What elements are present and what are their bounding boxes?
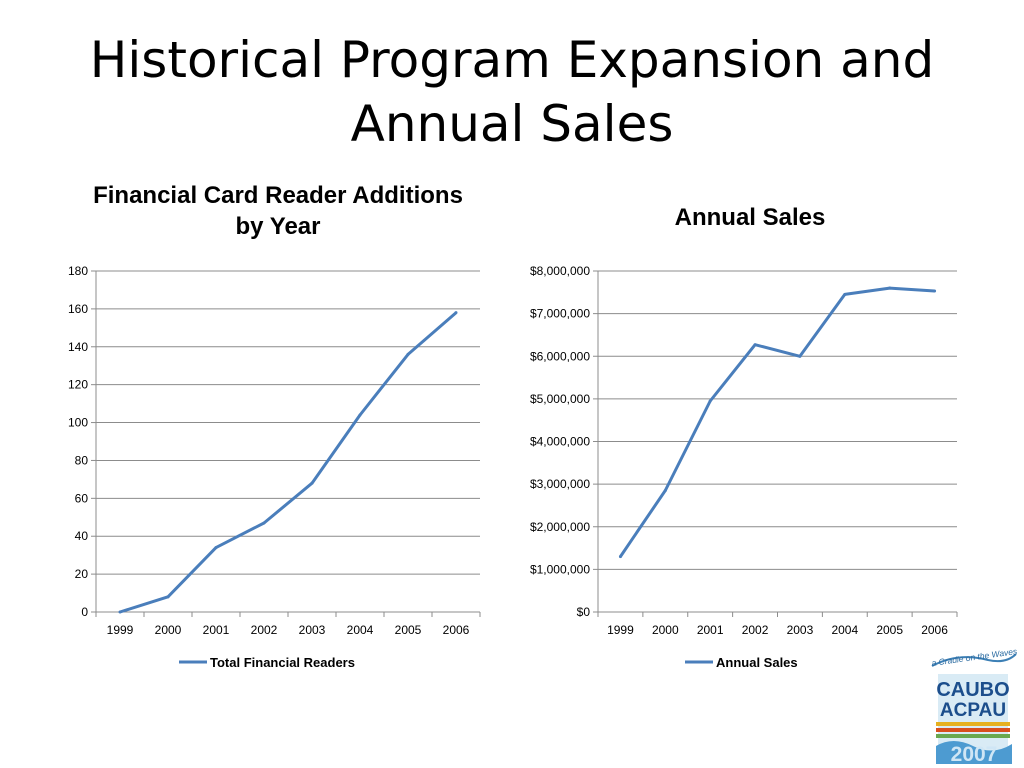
data-point — [358, 413, 362, 417]
chart-title-card-readers-line1: Financial Card Reader Additions — [93, 182, 463, 209]
x-tick-label: 2000 — [155, 623, 182, 637]
y-tick-label: 80 — [75, 453, 89, 467]
x-tick-label: 2005 — [395, 623, 422, 637]
data-point — [214, 546, 218, 550]
data-point — [262, 521, 266, 525]
x-tick-label: 2003 — [787, 623, 814, 637]
logo-text-caubo: CAUBO — [936, 679, 1009, 701]
x-tick-label: 1999 — [107, 623, 134, 637]
caubo-acpau-logo: a Cradle on the Waves CAUBO ACPAU 2007 — [931, 646, 1019, 764]
data-point — [406, 352, 410, 356]
data-point — [798, 354, 802, 358]
data-point — [753, 343, 757, 347]
logo-stripe-green — [936, 734, 1010, 738]
x-tick-label: 2006 — [921, 623, 948, 637]
data-point — [166, 595, 170, 599]
data-point — [843, 292, 847, 296]
data-point — [454, 311, 458, 315]
y-tick-label: $3,000,000 — [530, 477, 590, 491]
y-tick-label: 180 — [68, 264, 88, 278]
slide-title-line2: Annual Sales — [350, 95, 674, 153]
y-tick-label: $7,000,000 — [530, 307, 590, 321]
legend-label: Annual Sales — [716, 655, 798, 670]
chart-title-annual-sales: Annual Sales — [674, 204, 826, 231]
y-tick-label: 100 — [68, 416, 88, 430]
x-tick-label: 2006 — [443, 623, 470, 637]
logo-stripe-yellow — [936, 722, 1010, 726]
y-tick-label: $6,000,000 — [530, 349, 590, 363]
y-tick-label: $1,000,000 — [530, 562, 590, 576]
y-tick-label: 60 — [75, 491, 89, 505]
logo-stripe-orange — [936, 728, 1010, 732]
x-tick-label: 2004 — [347, 623, 374, 637]
y-tick-label: 40 — [75, 529, 89, 543]
logo-wave-line — [931, 653, 1017, 667]
series-line — [119, 311, 457, 614]
x-tick-label: 2002 — [742, 623, 769, 637]
x-tick-label: 2004 — [831, 623, 858, 637]
y-tick-label: 140 — [68, 340, 88, 354]
slide-title: Historical Program Expansion and Annual … — [62, 28, 962, 156]
x-tick-label: 2001 — [203, 623, 230, 637]
y-tick-label: 0 — [81, 605, 88, 619]
y-tick-label: 20 — [75, 567, 89, 581]
logo-year: 2007 — [951, 743, 998, 764]
chart-title-card-readers-line2: by Year — [235, 213, 321, 240]
logo-text-acpau: ACPAU — [940, 700, 1006, 721]
x-tick-label: 2003 — [299, 623, 326, 637]
slide-title-line1: Historical Program Expansion and — [89, 31, 935, 89]
x-tick-label: 1999 — [607, 623, 634, 637]
x-tick-label: 2000 — [652, 623, 679, 637]
data-point — [933, 289, 937, 293]
y-tick-label: 120 — [68, 378, 88, 392]
data-point — [118, 610, 122, 614]
logo-wave-fill — [936, 741, 1012, 764]
x-tick-label: 2005 — [876, 623, 903, 637]
y-tick-label: $4,000,000 — [530, 435, 590, 449]
y-tick-label: $2,000,000 — [530, 520, 590, 534]
legend-label: Total Financial Readers — [210, 655, 355, 670]
data-point — [708, 399, 712, 403]
data-point — [888, 286, 892, 290]
y-tick-label: $0 — [577, 605, 591, 619]
data-point — [618, 555, 622, 559]
series-line — [619, 286, 935, 558]
x-tick-label: 2002 — [251, 623, 278, 637]
data-point — [310, 481, 314, 485]
chart-title-card-readers: Financial Card Reader Additions by Year — [58, 180, 498, 242]
y-tick-label: $5,000,000 — [530, 392, 590, 406]
x-tick-label: 2001 — [697, 623, 724, 637]
y-tick-label: 160 — [68, 302, 88, 316]
data-point — [663, 489, 667, 493]
logo-tagline: a Cradle on the Waves — [931, 646, 1019, 668]
y-tick-label: $8,000,000 — [530, 264, 590, 278]
